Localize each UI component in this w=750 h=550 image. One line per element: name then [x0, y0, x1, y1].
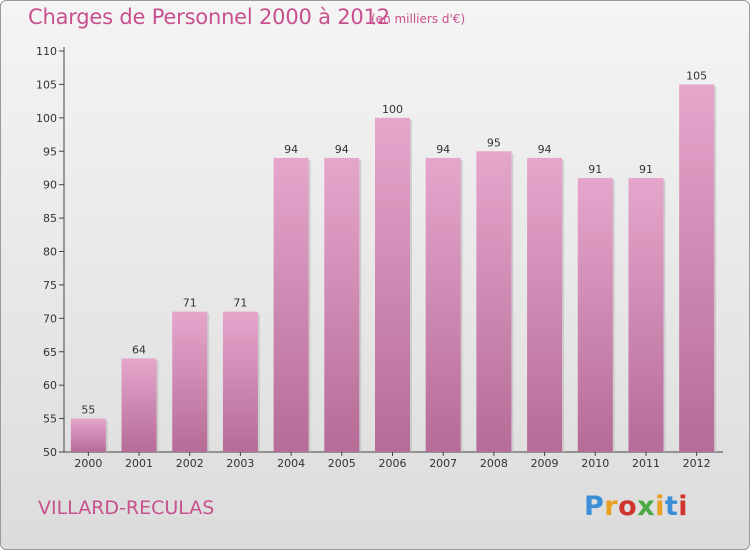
logo-letter: i [655, 491, 665, 522]
bar-value-label: 71 [183, 297, 197, 310]
y-tick-label: 60 [43, 379, 57, 392]
x-tick-label: 2002 [176, 457, 204, 470]
y-tick-label: 75 [43, 279, 57, 292]
logo-letter: r [604, 491, 619, 522]
bar [476, 151, 512, 452]
bar-value-label: 55 [81, 404, 95, 417]
bar-value-label: 94 [284, 143, 298, 156]
bar-value-label: 95 [487, 136, 501, 149]
y-tick-label: 105 [36, 78, 57, 91]
x-tick-label: 2004 [277, 457, 305, 470]
y-tick-label: 95 [43, 145, 57, 158]
chart-title: Charges de Personnel 2000 à 2012 [28, 5, 390, 29]
bar [222, 311, 258, 452]
bar [324, 157, 360, 452]
bar-value-label: 94 [335, 143, 349, 156]
y-tick-label: 55 [43, 413, 57, 426]
x-tick-label: 2009 [531, 457, 559, 470]
bar-value-label: 91 [588, 163, 602, 176]
x-tick-label: 2000 [74, 457, 102, 470]
bar [425, 157, 461, 452]
bar [628, 177, 664, 452]
y-tick-label: 110 [36, 45, 57, 58]
x-tick-label: 2001 [125, 457, 153, 470]
x-tick-label: 2003 [226, 457, 254, 470]
bar [172, 311, 208, 452]
y-tick-label: 85 [43, 212, 57, 225]
logo-letter: x [637, 491, 656, 522]
bar [527, 157, 563, 452]
x-tick-label: 2005 [328, 457, 356, 470]
logo-letter: i [678, 491, 689, 522]
x-tick-label: 2012 [683, 457, 711, 470]
commune-name: VILLARD-RECULAS [38, 497, 215, 519]
y-tick-label: 50 [43, 446, 57, 459]
bar-value-label: 64 [132, 343, 146, 356]
y-tick-label: 80 [43, 246, 57, 259]
x-tick-label: 2008 [480, 457, 508, 470]
bar-value-label: 71 [233, 297, 247, 310]
bar-value-label: 91 [639, 163, 653, 176]
bar [577, 177, 613, 452]
bar-value-label: 100 [382, 103, 403, 116]
logo-letter: P [584, 491, 605, 522]
bar-value-label: 94 [436, 143, 450, 156]
x-tick-label: 2007 [429, 457, 457, 470]
chart-subtitle: (en milliers d'€) [371, 12, 466, 26]
bar [679, 84, 715, 453]
logo-letter: t [664, 491, 679, 522]
y-tick-label: 70 [43, 312, 57, 325]
x-tick-label: 2011 [632, 457, 660, 470]
bar [375, 117, 410, 452]
proxiti-logo[interactable]: Proxiti [584, 491, 688, 522]
bar [121, 358, 157, 452]
y-tick-label: 90 [43, 179, 57, 192]
x-tick-label: 2006 [379, 457, 407, 470]
bar [70, 418, 106, 452]
x-tick-label: 2010 [581, 457, 609, 470]
y-tick-label: 100 [36, 112, 57, 125]
logo-letter: o [618, 491, 638, 522]
bar [273, 157, 309, 452]
bar-value-label: 105 [686, 69, 707, 82]
y-tick-label: 65 [43, 346, 57, 359]
bar-value-label: 94 [538, 143, 552, 156]
